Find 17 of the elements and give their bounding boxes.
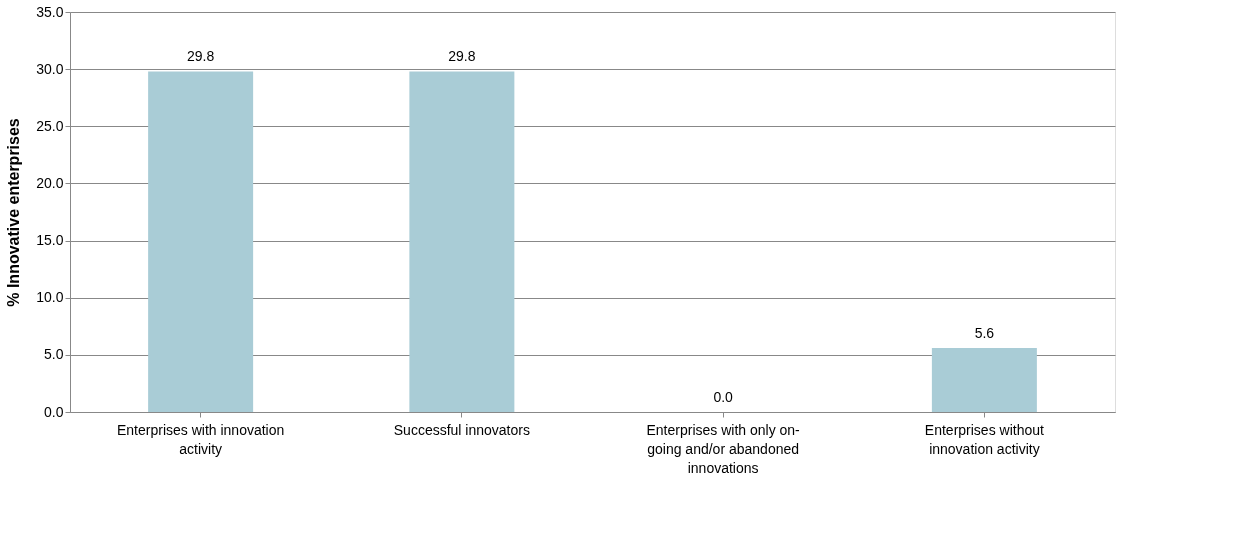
x-tick-label: Enterprises without innovation activity	[924, 421, 1045, 457]
data-label: 0.0	[713, 389, 734, 405]
x-tick-label: Enterprises with innovation activity	[116, 421, 285, 457]
y-tick-label: 0.0	[44, 403, 64, 420]
y-tick-label: 10.0	[36, 289, 64, 306]
y-tick-label: 25.0	[36, 117, 64, 134]
data-label: 29.8	[448, 48, 476, 65]
y-tick-label: 35.0	[36, 3, 64, 20]
y-tick-label: 5.0	[44, 346, 64, 363]
y-tick-label: 20.0	[36, 174, 64, 191]
y-axis-title: % Innovative enterprises	[5, 118, 23, 307]
x-tick-label: Enterprises with only on-going and/or abandoned innovations	[646, 421, 801, 476]
data-label: 29.8	[187, 48, 215, 65]
data-label: 5.6	[974, 325, 995, 341]
y-tick-label: 30.0	[36, 60, 64, 77]
y-tick-label: 15.0	[36, 232, 64, 249]
x-tick-label: Successful innovators	[393, 421, 530, 438]
